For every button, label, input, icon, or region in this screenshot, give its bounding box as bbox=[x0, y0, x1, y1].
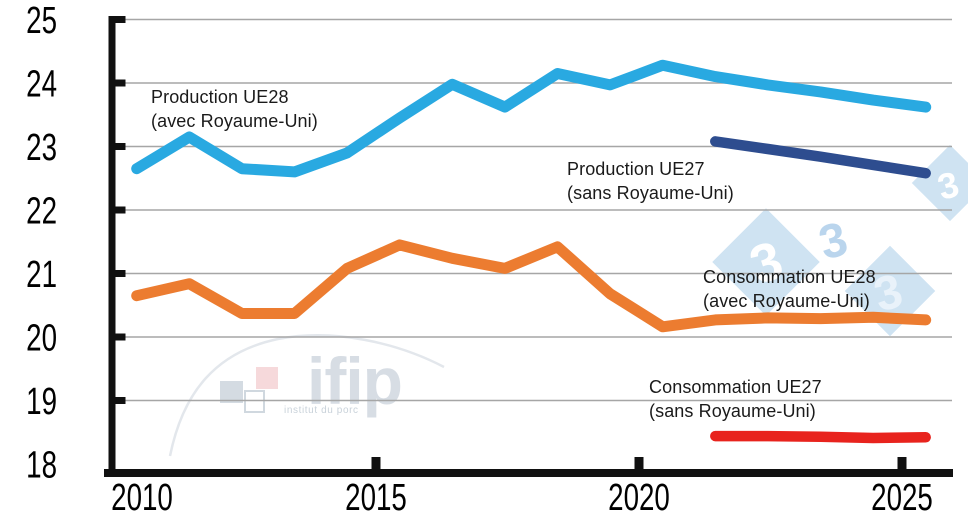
series-label-line: Production UE28 bbox=[151, 87, 289, 107]
ifip-white-square bbox=[244, 390, 265, 413]
tick-labels: 25 24 23 22 21 20 19 18 2010 2015 2020 2025 bbox=[26, 0, 933, 519]
x-axis-line bbox=[104, 469, 953, 477]
y-axis-label-23: 23 bbox=[26, 127, 57, 169]
series-label-line: (sans Royaume-Uni) bbox=[567, 182, 734, 203]
ifip-logo-text: ifip bbox=[307, 344, 402, 418]
data-series bbox=[131, 59, 932, 444]
ifip-gray-square bbox=[220, 381, 243, 403]
x-axis-label-2015: 2015 bbox=[345, 477, 407, 519]
series-label-line: Production UE27 bbox=[567, 159, 705, 179]
y-axis-label-18: 18 bbox=[26, 444, 57, 486]
series-label-production-ue27: Production UE27 (sans Royaume-Uni) bbox=[567, 158, 734, 205]
series-line-consommation-ue28 bbox=[131, 239, 932, 333]
y-tick-19 bbox=[115, 397, 126, 404]
y-axis-label-25: 25 bbox=[26, 0, 57, 42]
y-axis-label-24: 24 bbox=[26, 63, 57, 105]
diamond-shape bbox=[712, 208, 820, 316]
gridlines bbox=[115, 18, 952, 402]
series-label-production-ue28: Production UE28 (avec Royaume-Uni) bbox=[151, 86, 318, 133]
series-label-consommation-ue28: Consommation UE28 (avec Royaume-Uni) bbox=[703, 266, 876, 313]
y-axis-line bbox=[108, 16, 116, 477]
x-axis-label-2020: 2020 bbox=[608, 477, 670, 519]
series-label-line: (avec Royaume-Uni) bbox=[151, 110, 318, 131]
x-tick-2020 bbox=[634, 457, 644, 469]
watermark-three-glyph: 3 bbox=[814, 212, 854, 270]
y-axis-label-21: 21 bbox=[26, 254, 57, 296]
series-label-line: (avec Royaume-Uni) bbox=[703, 290, 870, 311]
ifip-logo-subtext: institut du porc bbox=[284, 405, 359, 416]
series-line-production-ue28 bbox=[131, 59, 932, 178]
y-tick-22 bbox=[115, 206, 126, 214]
ifip-arc-decoration bbox=[168, 334, 445, 457]
y-tick-23 bbox=[115, 143, 126, 150]
series-line-production-ue27 bbox=[710, 136, 931, 179]
x-axis-label-2025: 2025 bbox=[871, 477, 933, 519]
x-tick-2015 bbox=[371, 457, 381, 469]
x-axis-label-2010: 2010 bbox=[111, 477, 173, 519]
x-tick-2025 bbox=[897, 457, 907, 469]
y-tick-20 bbox=[115, 333, 126, 341]
axes bbox=[104, 16, 953, 477]
y-tick-25 bbox=[115, 16, 126, 23]
diamond-shape bbox=[911, 144, 968, 222]
y-tick-21 bbox=[115, 270, 126, 277]
series-line-consommation-ue27 bbox=[710, 430, 931, 444]
y-axis-label-22: 22 bbox=[26, 190, 57, 232]
y-tick-24 bbox=[115, 79, 126, 87]
series-label-line: Consommation UE28 bbox=[703, 267, 876, 287]
series-label-line: (sans Royaume-Uni) bbox=[649, 400, 816, 421]
ifip-pink-square bbox=[256, 367, 278, 389]
y-axis-label-19: 19 bbox=[26, 381, 57, 423]
watermark-ifip-logo: ifip institut du porc bbox=[168, 334, 445, 457]
y-axis-label-20: 20 bbox=[26, 317, 57, 359]
series-label-line: Consommation UE27 bbox=[649, 377, 822, 397]
series-label-consommation-ue27: Consommation UE27 (sans Royaume-Uni) bbox=[649, 376, 822, 423]
